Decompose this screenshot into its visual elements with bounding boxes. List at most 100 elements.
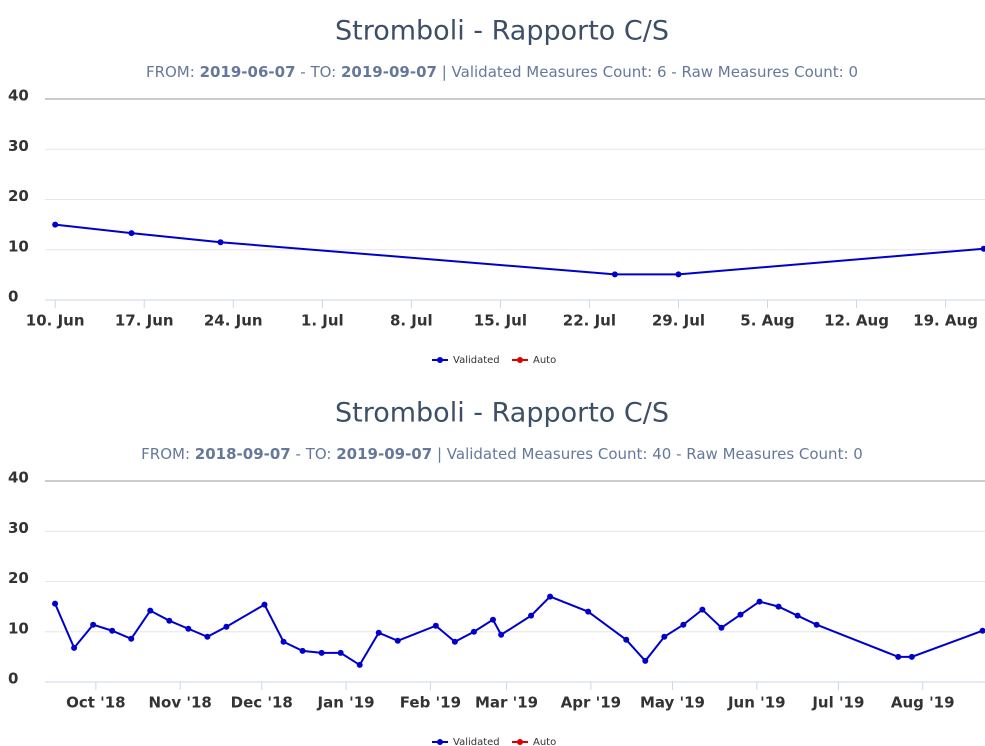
x-tick-label: 12. Aug (824, 312, 889, 330)
data-point (432, 622, 439, 629)
subtitle-part: | Validated Measures Count: 6 - Raw Meas… (437, 63, 858, 81)
subtitle-part: 2019-06-07 (200, 63, 296, 81)
data-point (611, 271, 618, 278)
data-point (128, 230, 135, 237)
x-tick-label: 8. Jul (390, 312, 433, 330)
subtitle-part: FROM: (141, 445, 195, 463)
data-point (979, 627, 985, 634)
subtitle-part: - TO: (296, 63, 341, 81)
x-tick-label: 15. Jul (474, 312, 527, 330)
x-tick-label: Jul '19 (811, 694, 864, 712)
chart: Stromboli - Rapporto C/S FROM: 2018-09-07… (8, 398, 985, 746)
data-point (52, 221, 59, 228)
y-tick-label: 0 (8, 288, 18, 306)
x-tick-label: 22. Jul (563, 312, 616, 330)
data-point (128, 635, 135, 642)
data-point (147, 607, 154, 614)
data-point (756, 598, 763, 605)
subtitle-part: - TO: (291, 445, 336, 463)
data-point (718, 624, 725, 631)
x-tick-label: Nov '18 (149, 694, 212, 712)
y-tick-label: 0 (8, 670, 18, 688)
x-tick-label: Jun '19 (727, 694, 786, 712)
data-point (356, 661, 363, 668)
x-tick-label: Dec '18 (231, 694, 293, 712)
data-point (642, 657, 649, 664)
y-tick-label: 30 (8, 519, 29, 537)
data-point (498, 631, 505, 638)
data-point (166, 617, 173, 624)
data-point (775, 603, 782, 610)
data-point (217, 239, 224, 246)
legend-marker (517, 739, 523, 745)
y-tick-label: 10 (8, 619, 29, 637)
x-tick-label: Feb '19 (400, 694, 461, 712)
data-point (470, 628, 477, 635)
subtitle-part: | Validated Measures Count: 40 - Raw Mea… (432, 445, 863, 463)
legend-marker (437, 357, 443, 363)
y-tick-label: 20 (8, 187, 29, 205)
data-point (375, 629, 382, 636)
data-point (623, 636, 630, 643)
data-point (280, 638, 287, 645)
subtitle-part: 2019-09-07 (341, 63, 437, 81)
legend-label[interactable]: Auto (533, 737, 556, 746)
legend-marker (517, 357, 523, 363)
legend-label[interactable]: Auto (533, 355, 556, 366)
y-tick-label: 40 (8, 469, 29, 487)
y-tick-label: 40 (8, 87, 29, 105)
data-point (980, 245, 985, 252)
x-tick-label: Jan '19 (317, 694, 375, 712)
x-tick-label: 29. Jul (652, 312, 705, 330)
x-tick-label: 19. Aug (913, 312, 978, 330)
data-point (813, 621, 820, 628)
chart-title: Stromboli - Rapporto C/S (335, 16, 669, 47)
y-tick-label: 20 (8, 569, 29, 587)
legend-label[interactable]: Validated (453, 355, 500, 366)
series-line (55, 223, 984, 276)
data-point (451, 638, 458, 645)
data-point (794, 612, 801, 619)
data-point (675, 271, 682, 278)
subtitle-part: FROM: (146, 63, 200, 81)
data-point (547, 593, 554, 600)
x-tick-label: Aug '19 (891, 694, 955, 712)
x-tick-label: Apr '19 (561, 694, 621, 712)
x-tick-label: 24. Jun (204, 312, 263, 330)
data-point (680, 621, 687, 628)
data-point (699, 606, 706, 613)
data-point (71, 644, 78, 651)
data-point (52, 600, 59, 607)
data-point (223, 623, 230, 630)
data-point (299, 647, 306, 654)
data-point (737, 611, 744, 618)
data-point (261, 601, 268, 608)
chart-title: Stromboli - Rapporto C/S (335, 398, 669, 429)
x-tick-label: May '19 (640, 694, 705, 712)
data-point (661, 633, 668, 640)
data-point (185, 625, 192, 632)
x-tick-label: 10. Jun (26, 312, 85, 330)
data-point (204, 633, 211, 640)
data-point (109, 627, 116, 634)
data-point (337, 649, 344, 656)
chart-subtitle: FROM: 2019-06-07 - TO: 2019-09-07 | Vali… (146, 63, 858, 81)
x-tick-label: 5. Aug (740, 312, 794, 330)
x-tick-label: 1. Jul (301, 312, 344, 330)
data-point (908, 653, 915, 660)
data-point (318, 649, 325, 656)
data-point (528, 612, 535, 619)
data-point (90, 621, 97, 628)
data-point (895, 653, 902, 660)
chart: Stromboli - Rapporto C/S FROM: 2019-06-07… (8, 16, 985, 366)
legend-marker (437, 739, 443, 745)
data-point (489, 616, 496, 623)
series-line (54, 595, 983, 667)
x-tick-label: 17. Jun (115, 312, 174, 330)
data-point (585, 608, 592, 615)
chart-subtitle: FROM: 2018-09-07 - TO: 2019-09-07 | Vali… (141, 445, 863, 463)
subtitle-part: 2018-09-07 (195, 445, 291, 463)
y-tick-label: 10 (8, 237, 29, 255)
legend-label[interactable]: Validated (453, 737, 500, 746)
